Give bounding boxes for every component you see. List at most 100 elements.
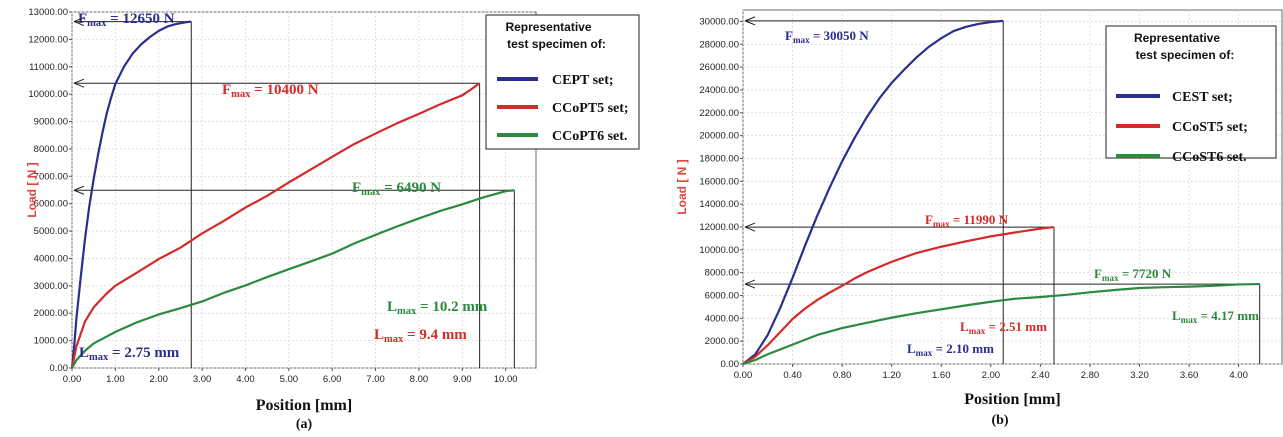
- legend-entry: CCoST5 set;: [1172, 120, 1248, 135]
- series-line-2: [742, 225, 1055, 365]
- max-annotation: Fmax = 30050 N: [785, 28, 869, 45]
- y-tick-label: 18000.00: [699, 153, 739, 164]
- grid: [71, 11, 536, 369]
- y-tick-label: 5000.00: [34, 226, 68, 237]
- y-tick-label: 20000.00: [699, 131, 739, 142]
- max-annotation: Fmax = 7720 N: [1094, 266, 1172, 283]
- chart-panel-b: 0.00 2000.00 4000.00 6000.00 8000.00 10000.00…: [650, 0, 1283, 432]
- legend-entry: CCoST6 set.: [1172, 150, 1247, 165]
- reference-lines: [73, 17, 515, 368]
- reference-lines: [744, 16, 1261, 364]
- max-annotation: Fmax = 6490 N: [352, 180, 441, 198]
- y-tick-label: 9000.00: [34, 117, 68, 128]
- y-tick-label: 0.00: [721, 359, 740, 370]
- y-axis-label: Load [ N ]: [25, 162, 39, 217]
- x-tick-label: 0.00: [63, 374, 82, 385]
- y-tick-label: 7000.00: [34, 171, 68, 182]
- x-axis-label: Position [mm]: [256, 397, 352, 414]
- fmax-arrowhead: [744, 222, 756, 232]
- y-tick-label: 12000.00: [699, 222, 739, 233]
- y-tick-label: 2000.00: [34, 308, 68, 319]
- legend-title-line1: Representative: [1134, 31, 1220, 45]
- legend-box: [485, 14, 640, 150]
- y-tick-label: 0.00: [50, 363, 69, 374]
- x-tick-label: 8.00: [410, 374, 429, 385]
- panel-label: (b): [991, 413, 1008, 428]
- legend-title-line2: test specimen of:: [507, 37, 606, 51]
- x-tick-label: 2.40: [1031, 370, 1050, 381]
- max-annotation: Lmax = 9.4 mm: [374, 327, 467, 345]
- y-tick-label: 3000.00: [34, 281, 68, 292]
- chart-b-svg: 0.00 2000.00 4000.00 6000.00 8000.00 10000.00…: [675, 9, 1283, 428]
- fmax-arrowhead: [73, 17, 85, 27]
- series-line-3: [742, 282, 1260, 366]
- max-annotation: Lmax = 10.2 mm: [387, 299, 488, 317]
- fmax-arrowhead: [744, 16, 756, 26]
- x-tick-label: 1.60: [932, 370, 951, 381]
- series-line-1: [70, 20, 192, 369]
- x-tick-label: 3.00: [193, 374, 212, 385]
- x-tick-label: 2.80: [1081, 370, 1100, 381]
- max-annotation: Lmax = 2.51 mm: [960, 319, 1047, 336]
- y-tick-label: 4000.00: [705, 313, 739, 324]
- legend-entry: CCoPT5 set;: [552, 101, 629, 116]
- y-tick-label: 11000.00: [29, 62, 68, 73]
- y-tick-label: 24000.00: [699, 85, 739, 96]
- x-tick-label: 0.40: [783, 370, 802, 381]
- x-tick-label: 3.60: [1180, 370, 1199, 381]
- fmax-arrowhead: [73, 78, 85, 88]
- x-tick-label: 4.00: [236, 374, 255, 385]
- y-tick-label: 26000.00: [699, 62, 739, 73]
- x-tick-label: 9.00: [453, 374, 472, 385]
- chart-a-svg: 0.00 1000.00 2000.00 3000.00 4000.00 5000.00 6…: [25, 7, 640, 432]
- x-tick-label: 6.00: [323, 374, 342, 385]
- series-line-1: [742, 19, 1004, 365]
- y-tick-label: 12000.00: [28, 34, 68, 45]
- max-annotation: Fmax = 11990 N: [925, 212, 1009, 229]
- y-tick-label: 6000.00: [34, 199, 68, 210]
- y-tick-label: 6000.00: [705, 290, 739, 301]
- x-axis-label: Position [mm]: [964, 391, 1060, 408]
- x-tick-label: 3.20: [1130, 370, 1149, 381]
- legend: Representative test specimen of: CEST set;…: [1105, 25, 1277, 165]
- x-tick-label: 10.00: [494, 374, 518, 385]
- y-tick-label: 22000.00: [699, 108, 739, 119]
- x-tick-label: 0.00: [734, 370, 753, 381]
- y-tick-label: 4000.00: [34, 253, 68, 264]
- legend-title-line2: test specimen of:: [1136, 48, 1235, 62]
- y-tick-label: 30000.00: [699, 16, 739, 27]
- fmax-arrowhead: [744, 279, 756, 289]
- legend-title-line1: Representative: [505, 20, 591, 34]
- max-annotation: Fmax = 12650 N: [78, 11, 175, 29]
- y-tick-label: 2000.00: [705, 336, 739, 347]
- y-tick-label: 10000.00: [699, 245, 739, 256]
- x-tick-label: 7.00: [366, 374, 385, 385]
- x-tick-label: 0.80: [833, 370, 852, 381]
- y-axis-label: Load [ N ]: [675, 159, 689, 214]
- legend-entry: CEST set;: [1172, 90, 1233, 105]
- y-tick-label: 10000.00: [28, 89, 68, 100]
- legend-box: [1105, 25, 1277, 159]
- y-tick-label: 1000.00: [34, 336, 68, 347]
- y-tick-label: 8000.00: [34, 144, 68, 155]
- y-tick-label: 8000.00: [705, 268, 739, 279]
- y-tick-label: 28000.00: [699, 39, 739, 50]
- legend-entry: CCoPT6 set.: [552, 129, 627, 144]
- x-tick-label: 1.20: [882, 370, 901, 381]
- y-tick-label: 14000.00: [699, 199, 739, 210]
- x-tick-label: 2.00: [149, 374, 168, 385]
- x-tick-label: 2.00: [982, 370, 1001, 381]
- max-annotation: Lmax = 2.75 mm: [79, 345, 180, 363]
- max-annotation: Fmax = 10400 N: [222, 82, 319, 100]
- x-tick-label: 1.00: [106, 374, 125, 385]
- series-line-3: [71, 189, 515, 369]
- max-annotation: Lmax = 2.10 mm: [907, 341, 994, 358]
- chart-panel-a: 0.00 1000.00 2000.00 3000.00 4000.00 5000.00 6…: [0, 0, 645, 432]
- legend-entry: CEPT set;: [552, 73, 614, 88]
- y-tick-label: 13000.00: [28, 7, 68, 18]
- fmax-arrowhead: [73, 185, 85, 195]
- series-line-2: [70, 82, 481, 369]
- max-annotation: Lmax = 4.17 mm: [1172, 308, 1259, 325]
- y-tick-label: 16000.00: [699, 176, 739, 187]
- legend: Representative test specimen of: CEPT set;…: [485, 14, 640, 150]
